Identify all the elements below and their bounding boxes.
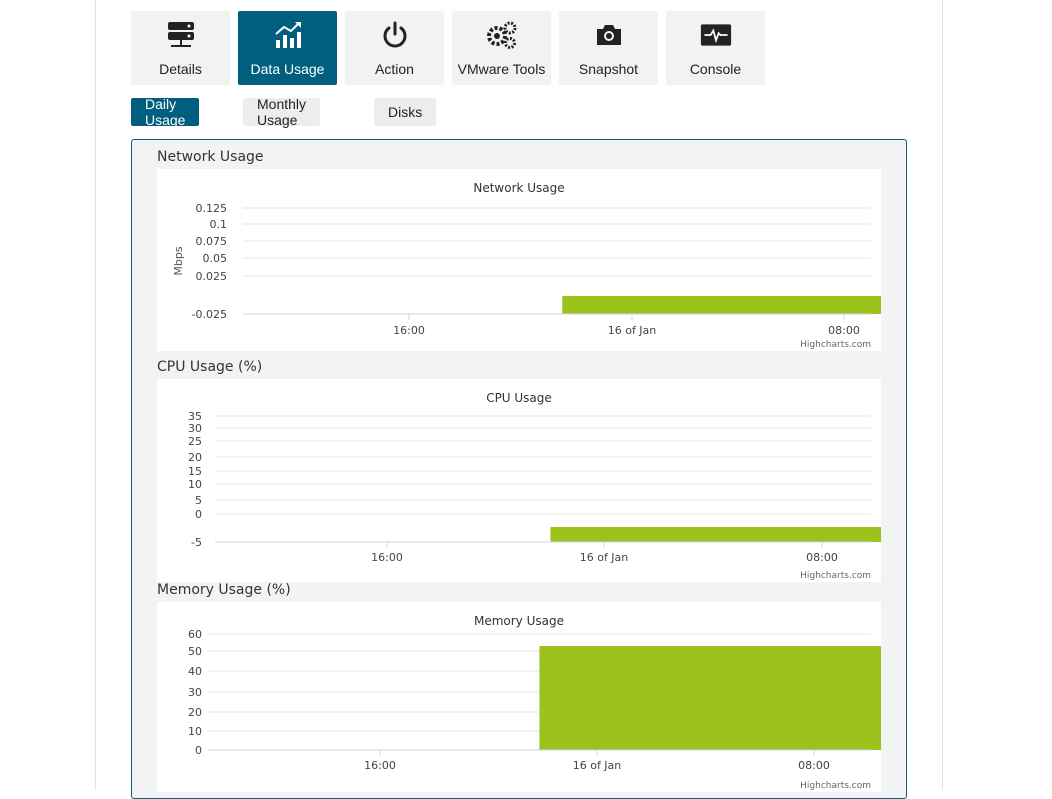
gears-icon	[486, 19, 518, 51]
y-tick-label: 0.1	[210, 218, 228, 231]
x-tick-label: 16:00	[364, 759, 396, 772]
subtab-monthly-usage[interactable]: Monthly Usage	[243, 96, 321, 128]
area-series	[562, 296, 881, 314]
network-chart-svg: Network Usage 0.125 0.1 0.075 0.05 0.025 -0.02…	[172, 181, 881, 350]
chart-title: CPU Usage	[486, 391, 552, 405]
subtab-disks[interactable]: Disks	[374, 98, 437, 126]
network-section-title: Network Usage	[157, 149, 264, 165]
tab-action[interactable]: Action	[345, 11, 444, 85]
tab-label: Details	[159, 61, 202, 77]
x-tick-label: 08:00	[798, 759, 830, 772]
x-tick-label: 16:00	[393, 324, 425, 337]
y-tick-label: 25	[188, 435, 202, 448]
y-tick-label: -5	[191, 536, 202, 549]
y-tick-label: 5	[195, 494, 202, 507]
y-tick-label: 30	[188, 686, 202, 699]
x-tick-label: 16 of Jan	[580, 551, 629, 564]
y-tick-label: 0.075	[196, 235, 228, 248]
area-series	[539, 646, 881, 750]
tab-vmware-tools[interactable]: VMware Tools	[452, 11, 551, 85]
subtab-daily-usage[interactable]: Daily Usage	[131, 96, 200, 128]
x-tick-label: 16:00	[371, 551, 403, 564]
memory-chart: Memory Usage 60 50 40 30 20 10 0 16:00 16 of Jan 0…	[157, 602, 881, 792]
memory-chart-svg: Memory Usage 60 50 40 30 20 10 0 16:00 16 of Jan 0…	[188, 614, 881, 791]
power-icon	[379, 19, 411, 51]
x-tick-label: 16 of Jan	[573, 759, 622, 772]
console-icon	[700, 19, 732, 51]
y-tick-label: 15	[188, 465, 202, 478]
y-tick-label: 0.025	[196, 270, 228, 283]
y-tick-label: -0.025	[192, 308, 227, 321]
tab-label: Data Usage	[250, 61, 325, 77]
credits-link: Highcharts.com	[800, 571, 871, 581]
chart-title: Network Usage	[473, 181, 564, 195]
x-tick-label: 08:00	[828, 324, 860, 337]
cpu-section-title: CPU Usage (%)	[157, 359, 263, 375]
tab-data-usage[interactable]: Data Usage	[238, 11, 337, 85]
tab-details[interactable]: Details	[131, 11, 230, 85]
x-tick-label: 16 of Jan	[608, 324, 657, 337]
y-tick-label: 10	[188, 478, 202, 491]
tab-label: Action	[375, 61, 414, 77]
tab-snapshot[interactable]: Snapshot	[559, 11, 658, 85]
y-tick-label: 30	[188, 422, 202, 435]
area-series	[550, 527, 881, 542]
y-tick-label: 40	[188, 665, 202, 678]
tab-label: Console	[689, 61, 742, 77]
y-tick-label: 20	[188, 451, 202, 464]
tab-label: VMware Tools	[457, 61, 546, 77]
y-tick-label: 0.125	[196, 202, 228, 215]
y-tick-label: 10	[188, 725, 202, 738]
cpu-chart: CPU Usage 35 30 25 20 15 10 5 0 -5 16:00 16 of Jan 0…	[157, 379, 881, 582]
y-tick-label: 60	[188, 628, 202, 641]
y-tick-label: 0	[195, 744, 202, 757]
chart-title: Memory Usage	[474, 614, 564, 628]
server-icon	[165, 19, 197, 51]
x-tick-label: 08:00	[806, 551, 838, 564]
y-tick-label: 50	[188, 645, 202, 658]
camera-icon	[593, 19, 625, 51]
y-axis-label: Mbps	[172, 246, 185, 275]
tab-console[interactable]: Console	[666, 11, 765, 85]
credits-link: Highcharts.com	[800, 781, 871, 791]
y-tick-label: 0	[195, 508, 202, 521]
y-tick-label: 35	[188, 410, 202, 423]
tab-label: Snapshot	[578, 61, 639, 77]
chart-line-icon	[272, 19, 304, 51]
network-chart: Network Usage 0.125 0.1 0.075 0.05 0.025 -0.02…	[157, 169, 881, 351]
y-tick-label: 20	[188, 706, 202, 719]
credits-link: Highcharts.com	[800, 340, 871, 350]
y-tick-label: 0.05	[203, 252, 228, 265]
memory-section-title: Memory Usage (%)	[157, 582, 291, 598]
